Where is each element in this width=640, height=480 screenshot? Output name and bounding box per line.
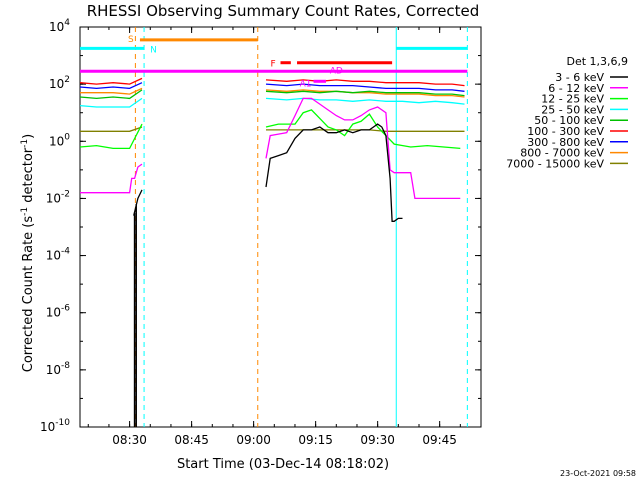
interval-label: AD xyxy=(330,66,343,76)
x-tick-label: 09:15 xyxy=(298,433,333,447)
plot-area: 104 102 100 10-2 10-4 10-6 10-8 10-10 08:30 08:45… xyxy=(40,18,482,447)
legend-entry-label: 7000 - 15000 keV xyxy=(506,157,604,170)
x-tick-label: 08:30 xyxy=(112,433,147,447)
y-tick-label: 102 xyxy=(49,75,70,91)
legend-entry-label: 300 - 800 keV xyxy=(527,136,604,149)
series-line xyxy=(79,109,461,150)
chart-title: RHESSI Observing Summary Count Rates, Co… xyxy=(87,2,480,20)
y-tick-label: 10-4 xyxy=(46,247,71,263)
series-line xyxy=(79,97,465,108)
interval-label: F xyxy=(271,60,276,70)
y-tick-label: 10-6 xyxy=(46,304,71,320)
legend-entry-label: 50 - 100 keV xyxy=(534,114,604,127)
series-line xyxy=(133,123,403,222)
interval-label: S xyxy=(128,35,134,45)
x-tick-label: 09:00 xyxy=(236,433,271,447)
y-tick-label: 10-8 xyxy=(46,361,71,377)
x-tick-label: 09:30 xyxy=(360,433,395,447)
x-tick-label: 09:45 xyxy=(422,433,457,447)
interval-label: A1 xyxy=(300,79,312,89)
y-axis-label: Corrected Count Rate (s-1 detector-1) xyxy=(20,134,36,372)
series-line xyxy=(79,82,465,92)
y-tick-label: 104 xyxy=(49,18,70,34)
series-line xyxy=(80,126,465,132)
series-line xyxy=(80,87,465,98)
y-tick-label: 100 xyxy=(49,132,70,148)
x-axis-label: Start Time (03-Dec-14 08:18:02) xyxy=(177,457,389,472)
footer-timestamp: 23-Oct-2021 09:58 xyxy=(560,469,636,478)
y-tick-label: 10-10 xyxy=(40,418,70,434)
legend-entry-label: 6 - 12 keV xyxy=(548,82,604,95)
series-line xyxy=(80,97,461,200)
legend-entry-label: 12 - 25 keV xyxy=(541,93,604,106)
x-tick-label: 08:45 xyxy=(174,433,209,447)
y-tick-label: 10-2 xyxy=(46,189,70,205)
legend-entry-label: 25 - 50 keV xyxy=(541,103,604,116)
legend-title: Det 1,3,6,9 xyxy=(566,55,628,68)
legend-entry-label: 800 - 7000 keV xyxy=(520,147,604,160)
series-line xyxy=(79,89,465,100)
legend-entry-label: 3 - 6 keV xyxy=(555,71,604,84)
legend-entry-label: 100 - 300 keV xyxy=(527,125,604,138)
interval-label: N xyxy=(150,45,157,55)
plot-frame xyxy=(79,26,482,428)
series-line xyxy=(79,77,465,87)
